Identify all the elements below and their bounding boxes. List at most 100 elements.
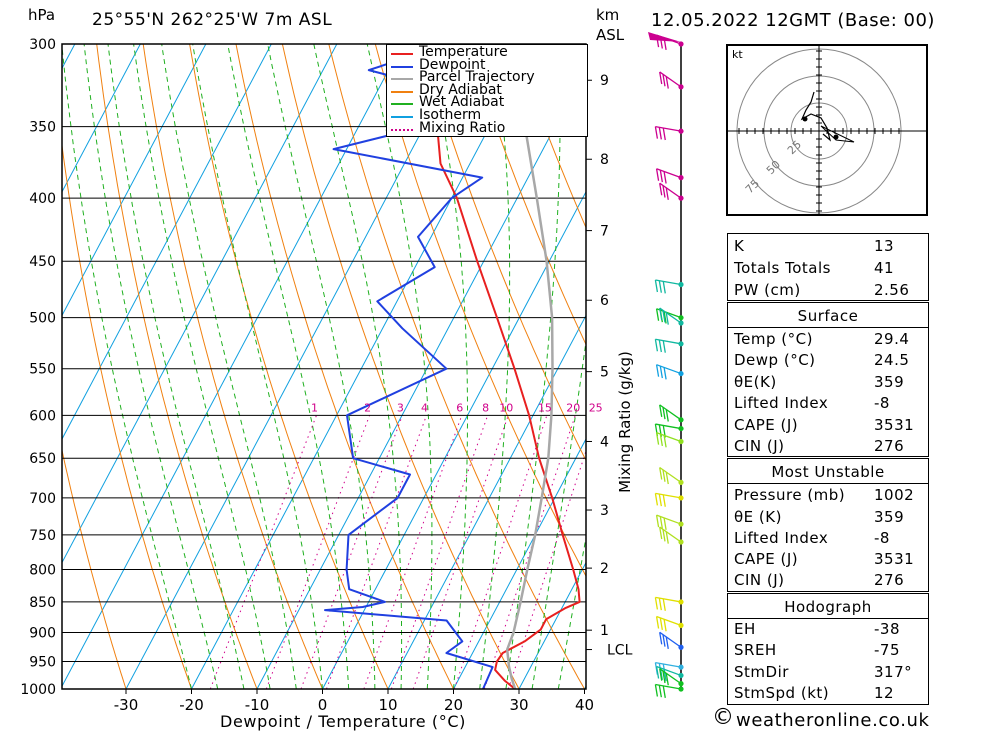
- legend-item: Dewpoint: [391, 56, 587, 73]
- wet-adiabat-line: [366, 44, 433, 689]
- stmspd-value: 12: [874, 684, 895, 702]
- sreh-label: SREH: [734, 641, 777, 659]
- wet-adiabat-line: [531, 338, 586, 689]
- height-unit-label: km: [596, 6, 620, 24]
- dry-adiabat-line: [374, 44, 586, 578]
- surface-cin-label: CIN (J): [734, 437, 785, 455]
- wind-barb: [659, 631, 684, 650]
- pressure-tick-label: 700: [29, 491, 56, 507]
- surface-cape-value: 3531: [874, 416, 915, 434]
- wind-barb: [659, 466, 684, 485]
- mixing-ratio-line: [390, 415, 489, 689]
- isotherm-line: [62, 44, 272, 441]
- wet-adiabat-line: [267, 44, 376, 689]
- wind-barb: [654, 338, 684, 353]
- legend-label: Wet Adiabat: [419, 94, 505, 111]
- x-axis-title: Dewpoint / Temperature (°C): [220, 712, 466, 731]
- height-tick-label: 1: [600, 623, 609, 639]
- pressure-tick-label: 750: [29, 528, 56, 544]
- hodograph-heading: Hodograph: [784, 598, 872, 616]
- dry-adiabat-line: [142, 44, 323, 689]
- wind-barb: [654, 492, 684, 507]
- mixing-ratio-label: 10: [499, 401, 513, 414]
- hodograph-unit: kt: [732, 48, 743, 61]
- pressure-tick-label: 350: [29, 120, 56, 136]
- x-tick-label: 0: [318, 696, 328, 714]
- eh-value: -38: [874, 620, 900, 638]
- height-tick-label: 9: [600, 73, 609, 89]
- x-tick-label: 30: [509, 696, 528, 714]
- pressure-tick-label: 500: [29, 311, 56, 327]
- wind-barb: [659, 404, 684, 423]
- x-tick-label: -30: [114, 696, 139, 714]
- x-tick-label: 40: [575, 696, 594, 714]
- mu-cape-value: 3531: [874, 550, 915, 568]
- mixing-ratio-label: 1: [311, 401, 318, 414]
- pressure-tick-label: 950: [29, 655, 56, 671]
- temperature-line: [419, 44, 581, 689]
- pressure-tick-label: 850: [29, 595, 56, 611]
- stmdir-label: StmDir: [734, 663, 789, 681]
- mixing-ratio-line: [483, 415, 576, 689]
- mu-theta-value: 359: [874, 508, 905, 526]
- legend-label: Dewpoint: [419, 56, 486, 73]
- x-tick-label: -20: [179, 696, 204, 714]
- mixing-ratio-line: [507, 449, 586, 689]
- wind-barb: [659, 307, 684, 326]
- wind-barb: [659, 526, 684, 545]
- hodograph-point: [802, 116, 808, 122]
- height-tick-label: 5: [600, 365, 609, 381]
- mu-theta-label: θE (K): [734, 508, 782, 526]
- wind-pennant: [648, 32, 681, 42]
- legend-item: Wet Adiabat: [391, 94, 587, 111]
- height-tick-label: 2: [600, 561, 609, 577]
- totals-totals-value: 41: [874, 259, 895, 277]
- mixing-ratio-label: 6: [456, 401, 463, 414]
- height-tick-label: 3: [600, 503, 609, 519]
- surface-li-label: Lifted Index: [734, 394, 829, 412]
- mu-pressure-label: Pressure (mb): [734, 486, 846, 504]
- surface-cape-label: CAPE (J): [734, 416, 799, 434]
- surface-dewp-label: Dewp (°C): [734, 351, 816, 369]
- wind-barb: [659, 668, 684, 687]
- mu-cape-label: CAPE (J): [734, 550, 799, 568]
- dry-adiabat-line: [96, 44, 258, 689]
- mu-cin-label: CIN (J): [734, 571, 785, 589]
- legend-swatch: [391, 128, 413, 131]
- wind-barb: [654, 683, 684, 698]
- mixing-ratio-line: [265, 415, 371, 689]
- hodograph-trace: [800, 91, 832, 142]
- legend-item: Isotherm: [391, 107, 587, 123]
- surface-theta-value: 359: [874, 373, 905, 391]
- site-credit[interactable]: weatheronline.co.uk: [736, 710, 930, 731]
- x-tick-label: 20: [444, 696, 463, 714]
- pressure-tick-label: 900: [29, 626, 56, 642]
- most-unstable-heading: Most Unstable: [771, 463, 885, 481]
- surface-theta-label: θE(K): [734, 373, 777, 391]
- height-tick-label: 6: [600, 293, 609, 309]
- wet-adiabat-line: [313, 44, 403, 689]
- legend-item: Dry Adiabat: [391, 82, 587, 98]
- height-tick-label: LCL: [607, 643, 633, 659]
- dry-adiabat-line: [513, 44, 586, 229]
- wet-adiabat-line: [161, 44, 297, 689]
- isotherm-line: [0, 0, 61, 689]
- wet-adiabat-line: [192, 44, 323, 689]
- wind-barb: [659, 182, 684, 201]
- mixing-ratio-line: [326, 415, 427, 689]
- pressure-tick-label: 800: [29, 562, 56, 578]
- isotherm-line: [62, 44, 207, 317]
- wind-barb: [655, 431, 684, 448]
- surface-li-value: -8: [874, 394, 890, 412]
- surface-temp-label: Temp (°C): [734, 330, 813, 348]
- legend-label: Isotherm: [419, 107, 482, 123]
- surface-dewp-value: 24.5: [874, 351, 910, 369]
- mu-pressure-value: 1002: [874, 486, 915, 504]
- pressure-tick-label: 300: [29, 37, 56, 53]
- wet-adiabat-line: [427, 44, 468, 689]
- pressure-tick-label: 600: [29, 408, 56, 424]
- x-tick-label: 10: [378, 696, 397, 714]
- wet-adiabat-line: [62, 44, 192, 689]
- datetime-title: 12.05.2022 12GMT (Base: 00): [651, 10, 935, 31]
